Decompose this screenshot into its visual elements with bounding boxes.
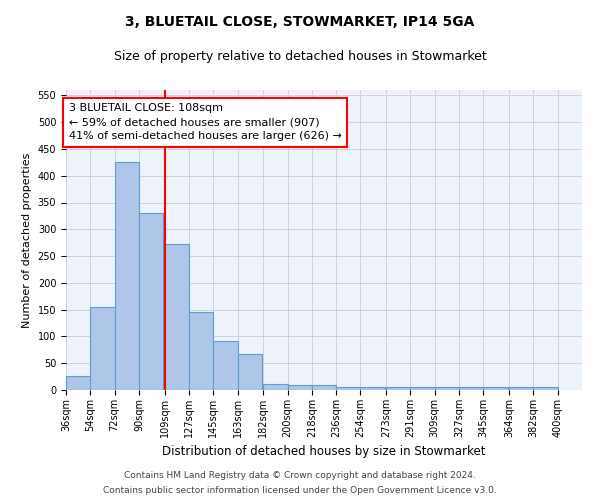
Bar <box>66 376 91 390</box>
Bar <box>386 388 410 390</box>
Bar <box>213 340 238 390</box>
Text: 3, BLUETAIL CLOSE, STOWMARKET, IP14 5GA: 3, BLUETAIL CLOSE, STOWMARKET, IP14 5GA <box>125 15 475 29</box>
Bar <box>263 384 287 390</box>
Bar <box>509 388 533 390</box>
Text: Size of property relative to detached houses in Stowmarket: Size of property relative to detached ho… <box>113 50 487 63</box>
Text: Contains HM Land Registry data © Crown copyright and database right 2024.: Contains HM Land Registry data © Crown c… <box>124 471 476 480</box>
Text: 3 BLUETAIL CLOSE: 108sqm
← 59% of detached houses are smaller (907)
41% of semi-: 3 BLUETAIL CLOSE: 108sqm ← 59% of detach… <box>69 104 341 142</box>
Bar <box>238 354 262 390</box>
Bar <box>139 213 163 390</box>
Bar <box>164 244 189 390</box>
X-axis label: Distribution of detached houses by size in Stowmarket: Distribution of detached houses by size … <box>162 446 486 458</box>
Bar <box>435 388 459 390</box>
Text: Contains public sector information licensed under the Open Government Licence v3: Contains public sector information licen… <box>103 486 497 495</box>
Bar <box>459 388 484 390</box>
Bar <box>189 312 213 390</box>
Bar <box>336 388 361 390</box>
Bar <box>361 388 385 390</box>
Bar <box>484 388 508 390</box>
Y-axis label: Number of detached properties: Number of detached properties <box>22 152 32 328</box>
Bar <box>312 384 336 390</box>
Bar <box>533 388 557 390</box>
Bar <box>287 384 312 390</box>
Bar <box>410 388 435 390</box>
Bar <box>115 162 139 390</box>
Bar <box>91 307 115 390</box>
